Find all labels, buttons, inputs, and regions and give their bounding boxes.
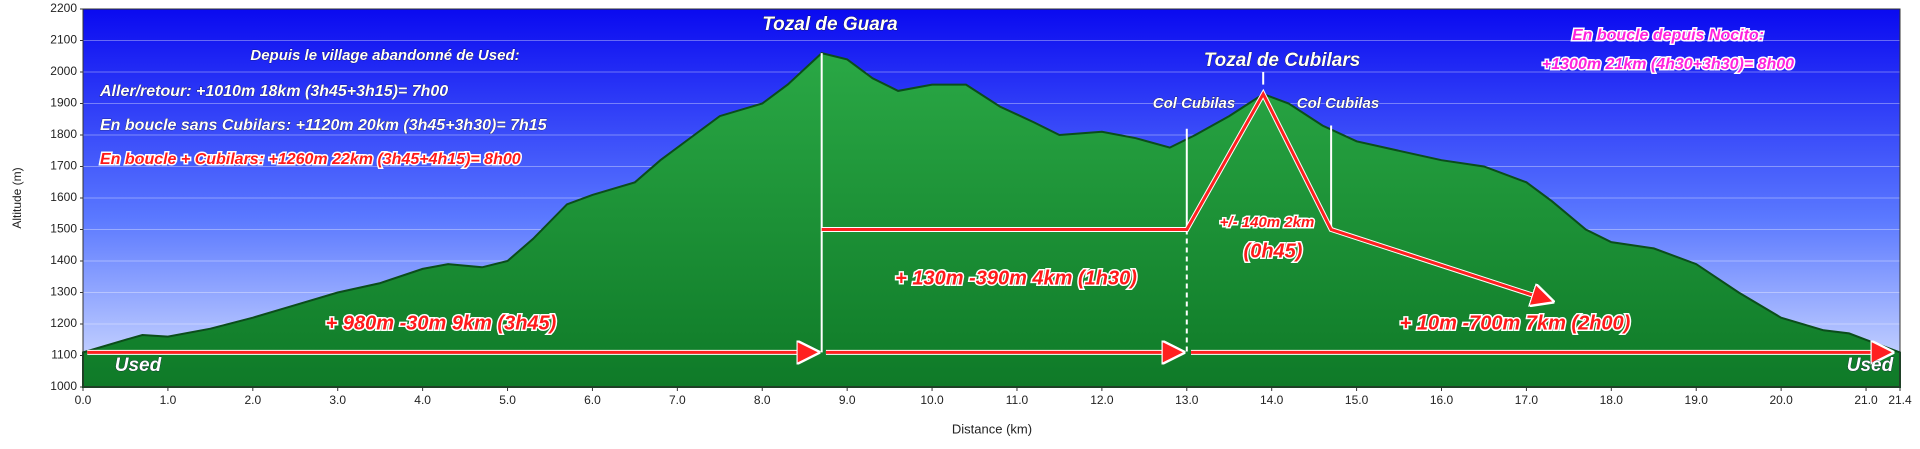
y-tick-label: 1700 [50, 159, 77, 173]
x-tick-label: 19.0 [1685, 393, 1709, 407]
x-tick-label: 5.0 [499, 393, 516, 407]
y-tick-label: 1800 [50, 127, 77, 141]
annotation: (0h45) [1244, 240, 1303, 262]
annotation: + 10m -700m 7km (2h00) [1400, 312, 1631, 334]
route [821, 90, 1552, 301]
y-tick-label: 1000 [50, 379, 77, 393]
annotation: Tozal de Guara [762, 14, 898, 35]
x-tick-label: 1.0 [160, 393, 177, 407]
y-tick-label: 2200 [50, 1, 77, 15]
x-tick-label: 15.0 [1345, 393, 1369, 407]
y-tick-label: 1900 [50, 96, 77, 110]
x-tick-label: 13.0 [1175, 393, 1199, 407]
x-tick-label: 3.0 [329, 393, 346, 407]
y-tick-label: 1200 [50, 316, 77, 330]
annotation: Used [115, 355, 162, 376]
annotation: Tozal de Cubilars [1204, 50, 1361, 71]
y-tick-label: 1600 [50, 190, 77, 204]
annotation: En boucle + Cubilars: +1260m 22km (3h45+… [100, 151, 521, 168]
y-axis-label: Altitude (m) [10, 167, 24, 228]
x-tick-label: 6.0 [584, 393, 601, 407]
x-tick-label: 11.0 [1006, 393, 1029, 407]
annotation: Used [1847, 355, 1894, 376]
x-tick-label: 8.0 [754, 393, 771, 407]
x-tick-label: 17.0 [1515, 393, 1539, 407]
x-tick-label: 21.4 [1888, 393, 1912, 407]
x-tick-label: 7.0 [669, 393, 686, 407]
x-tick-label: 12.0 [1090, 393, 1114, 407]
annotation: +1300m 21km (4h30+3h30)= 8h00 [1542, 56, 1794, 73]
annotation: + 980m -30m 9km (3h45) [326, 312, 557, 334]
annotation: Aller/retour: +1010m 18km (3h45+3h15)= 7… [99, 83, 448, 100]
x-tick-label: 20.0 [1769, 393, 1793, 407]
y-tick-label: 2000 [50, 64, 77, 78]
annotation: +/- 140m 2km [1220, 214, 1315, 231]
y-tick-label: 1500 [50, 222, 77, 236]
y-tick-label: 1100 [51, 348, 77, 362]
annotation: En boucle sans Cubilars: +1120m 20km (3h… [100, 117, 548, 134]
y-tick-label: 1300 [50, 285, 77, 299]
annotation: Col Cubilas [1153, 95, 1236, 112]
x-tick-label: 4.0 [414, 393, 431, 407]
x-tick-label: 18.0 [1600, 393, 1624, 407]
y-tick-label: 2100 [50, 33, 77, 47]
x-tick-label: 16.0 [1430, 393, 1454, 407]
x-tick-label: 21.0 [1854, 393, 1878, 407]
x-tick-label: 2.0 [244, 393, 261, 407]
x-axis-label: Distance (km) [952, 421, 1032, 436]
x-tick-label: 10.0 [920, 393, 944, 407]
elevation-area [82, 51, 1901, 388]
plot-frame [82, 8, 1901, 388]
y-tick-label: 1400 [50, 253, 77, 267]
annotation: En boucle depuis Nocito: [1572, 27, 1764, 44]
annotation: Depuis le village abandonné de Used: [250, 47, 519, 64]
annotation: Col Cubilas [1297, 95, 1380, 112]
x-tick-label: 14.0 [1260, 393, 1284, 407]
x-tick-label: 9.0 [839, 393, 856, 407]
x-tick-label: 0.0 [75, 393, 92, 407]
annotation: + 130m -390m 4km (1h30) [895, 267, 1137, 289]
